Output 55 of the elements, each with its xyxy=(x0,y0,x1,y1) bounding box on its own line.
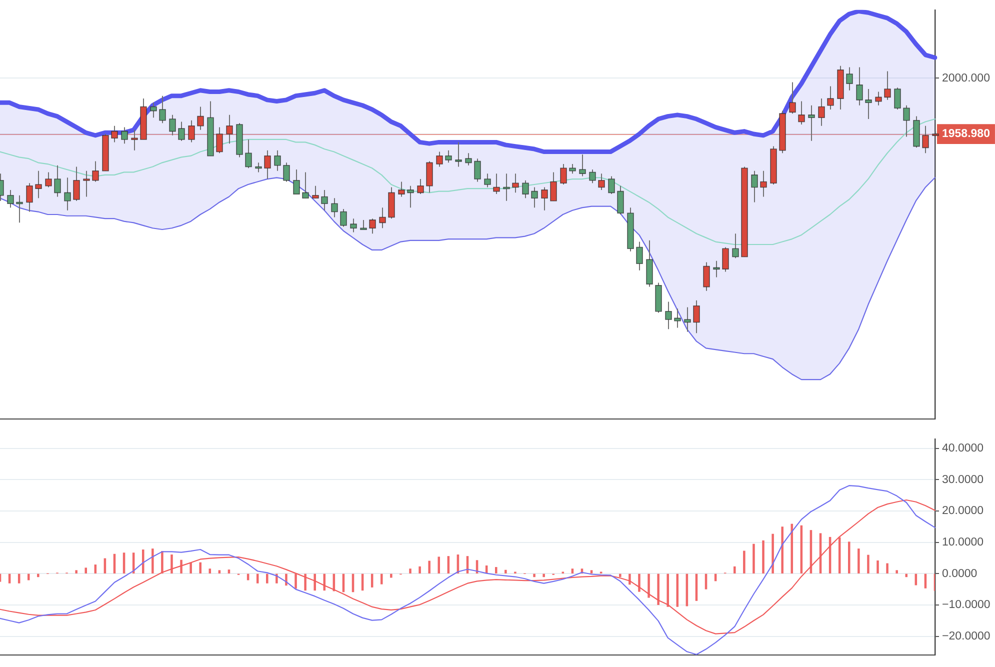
bar xyxy=(27,574,30,580)
bar xyxy=(896,570,898,574)
bar xyxy=(314,574,316,591)
bar xyxy=(886,563,888,574)
bar xyxy=(542,574,545,578)
bar xyxy=(37,574,40,578)
bar xyxy=(304,574,306,591)
bar xyxy=(294,574,297,589)
bar xyxy=(533,574,536,578)
bar xyxy=(781,526,784,574)
bar xyxy=(657,574,660,605)
bar xyxy=(266,574,268,584)
bar xyxy=(180,560,182,574)
bar xyxy=(752,544,755,574)
bar xyxy=(762,540,764,574)
bar xyxy=(75,570,78,574)
bar xyxy=(638,574,640,592)
bar xyxy=(590,570,593,574)
bar xyxy=(876,560,879,574)
bar xyxy=(390,574,392,578)
bar xyxy=(380,574,383,584)
bar xyxy=(743,550,746,574)
bar xyxy=(905,574,908,578)
bar xyxy=(772,534,774,574)
y-tick-label: 0.0000 xyxy=(942,568,978,580)
bar xyxy=(858,548,860,574)
bar xyxy=(152,548,154,574)
bar xyxy=(208,568,212,574)
bar xyxy=(218,570,221,574)
bar xyxy=(438,556,440,574)
bar xyxy=(867,554,870,574)
bar xyxy=(409,568,412,574)
y-tick-label: −20.0000 xyxy=(942,630,990,642)
y-tick-label: 30.0000 xyxy=(942,474,984,486)
y-tick-label: −10.0000 xyxy=(942,599,990,612)
bar xyxy=(170,554,173,574)
bar xyxy=(428,560,430,574)
bar xyxy=(504,570,507,574)
bar xyxy=(666,574,669,607)
bar xyxy=(648,574,650,598)
bar xyxy=(228,570,230,574)
bar xyxy=(199,562,202,574)
y-tick-label: 20.0000 xyxy=(942,505,984,518)
bar xyxy=(619,574,622,578)
y-tick-label: 2000.000 xyxy=(942,72,990,84)
bar xyxy=(418,566,421,574)
y-tick-label: 10.0000 xyxy=(942,536,984,548)
bar xyxy=(494,567,498,574)
y-tick-label: 1958.980 xyxy=(942,128,990,140)
bar xyxy=(571,568,574,574)
bar xyxy=(84,568,87,574)
bar xyxy=(848,542,850,574)
y-tick-label: 40.0000 xyxy=(942,442,984,454)
bar xyxy=(734,566,736,574)
bar xyxy=(190,562,192,574)
